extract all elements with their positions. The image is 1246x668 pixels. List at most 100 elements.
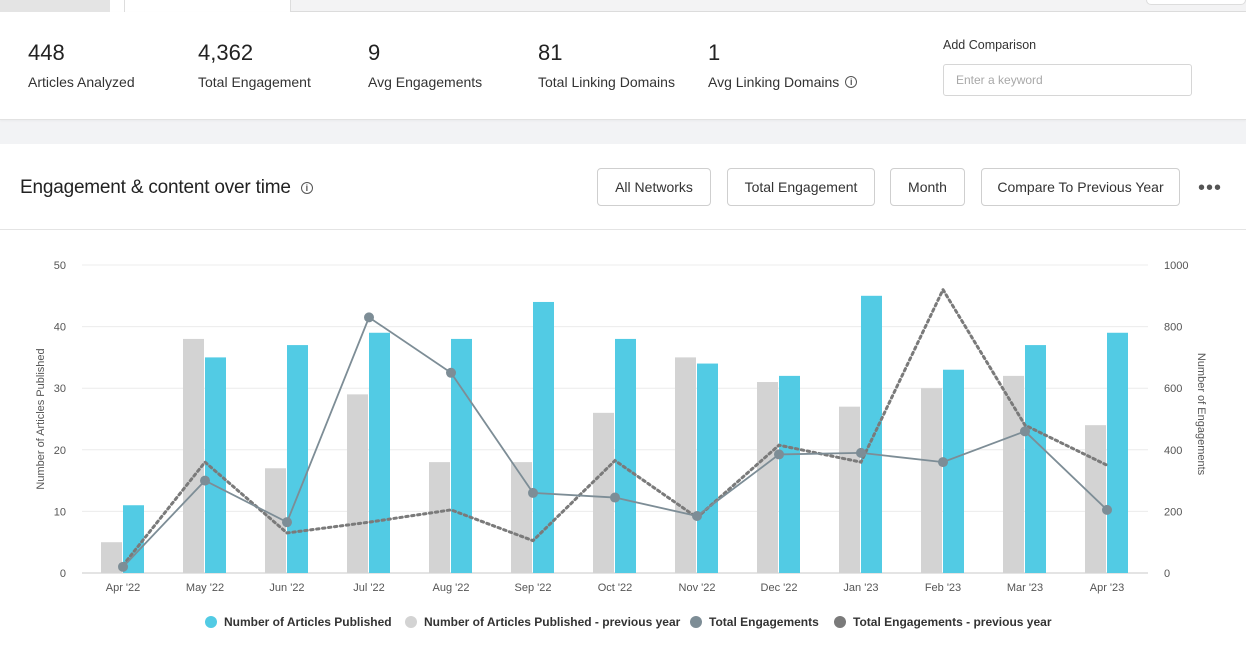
x-tick-label: Apr '22 bbox=[106, 582, 141, 594]
y-axis-title: Number of Articles Published bbox=[35, 348, 47, 489]
y-tick-label: 50 bbox=[54, 260, 66, 272]
bar-articles-published bbox=[287, 345, 308, 573]
stat-label: Avg Engagements bbox=[368, 74, 483, 90]
stat-value: 81 bbox=[538, 40, 563, 65]
bar-articles-previous-year bbox=[429, 462, 450, 573]
bar-articles-published bbox=[205, 357, 226, 573]
legend-marker bbox=[690, 616, 702, 628]
stat-value: 1 bbox=[708, 40, 721, 65]
bar-articles-published bbox=[779, 375, 800, 573]
bar-articles-previous-year bbox=[183, 338, 204, 573]
add-comparison: Add Comparison bbox=[943, 38, 1192, 96]
x-tick-label: Jan '23 bbox=[843, 582, 878, 594]
point-total-engagements bbox=[1102, 504, 1112, 515]
point-total-engagements bbox=[1020, 426, 1030, 437]
point-total-engagements bbox=[692, 511, 702, 522]
bar-articles-published bbox=[615, 338, 636, 573]
top-right-control[interactable] bbox=[1146, 0, 1246, 5]
x-tick-label: Jul '22 bbox=[353, 582, 384, 594]
y2-tick-label: 400 bbox=[1164, 445, 1182, 457]
top-tab-strip bbox=[0, 0, 1246, 12]
stat-avg-linking-domains: 1 Avg Linking Domains i bbox=[708, 40, 858, 90]
chart-title-text: Engagement & content over time bbox=[20, 177, 291, 198]
bar-articles-previous-year bbox=[101, 542, 122, 573]
point-total-engagements bbox=[610, 492, 620, 503]
chart-card-title: Engagement & content over time i bbox=[20, 177, 313, 199]
more-options-icon[interactable]: ••• bbox=[1198, 177, 1223, 199]
point-total-engagements bbox=[118, 561, 128, 572]
point-total-engagements bbox=[364, 312, 374, 323]
tab-bar-fill bbox=[291, 0, 1246, 12]
y-tick-label: 10 bbox=[54, 506, 66, 518]
bar-articles-published bbox=[369, 332, 390, 573]
bar-articles-previous-year bbox=[265, 468, 286, 573]
bar-articles-previous-year bbox=[757, 382, 778, 573]
add-comparison-label: Add Comparison bbox=[943, 38, 1037, 52]
bar-articles-previous-year bbox=[921, 388, 942, 573]
legend-label: Number of Articles Published bbox=[224, 615, 392, 629]
tab-previous[interactable] bbox=[0, 0, 110, 12]
stat-label: Avg Linking Domains bbox=[708, 74, 840, 90]
stat-value: 9 bbox=[368, 40, 381, 65]
x-tick-label: Jun '22 bbox=[269, 582, 304, 594]
x-tick-label: Oct '22 bbox=[598, 582, 633, 594]
legend-label: Number of Articles Published - previous … bbox=[424, 615, 681, 629]
point-total-engagements bbox=[528, 487, 538, 498]
comparison-keyword-input[interactable] bbox=[943, 64, 1192, 96]
stat-value: 4,362 bbox=[198, 40, 254, 65]
stat-avg-engagements: 9 Avg Engagements bbox=[368, 40, 482, 90]
compare-previous-year-button[interactable]: Compare To Previous Year bbox=[981, 168, 1180, 206]
bar-articles-previous-year bbox=[347, 394, 368, 573]
y2-tick-label: 800 bbox=[1164, 322, 1182, 334]
stat-label: Total Linking Domains bbox=[538, 74, 675, 90]
x-tick-label: Aug '22 bbox=[433, 582, 470, 594]
bar-articles-published bbox=[861, 295, 882, 573]
month-button[interactable]: Month bbox=[890, 168, 965, 206]
all-networks-button[interactable]: All Networks bbox=[597, 168, 711, 206]
x-tick-label: Feb '23 bbox=[925, 582, 961, 594]
bar-articles-previous-year bbox=[839, 406, 860, 573]
bar-articles-published bbox=[533, 301, 554, 573]
x-tick-label: Sep '22 bbox=[515, 582, 552, 594]
y2-axis-title: Number of Engagements bbox=[1195, 353, 1207, 476]
y2-tick-label: 1000 bbox=[1164, 260, 1188, 272]
total-engagement-button[interactable]: Total Engagement bbox=[727, 168, 875, 206]
y-tick-label: 0 bbox=[60, 568, 66, 580]
bar-articles-previous-year bbox=[1003, 375, 1024, 573]
legend-label: Total Engagements - previous year bbox=[853, 615, 1052, 629]
x-tick-label: May '22 bbox=[186, 582, 224, 594]
y-tick-label: 30 bbox=[54, 383, 66, 395]
stat-label: Total Engagement bbox=[198, 74, 311, 90]
stat-articles-analyzed: 448 Articles Analyzed bbox=[28, 40, 135, 90]
bar-articles-published bbox=[1025, 345, 1046, 573]
legend-label: Total Engagements bbox=[709, 615, 819, 629]
tab-active[interactable] bbox=[124, 0, 291, 12]
bar-articles-previous-year bbox=[593, 412, 614, 573]
bar-articles-published bbox=[123, 505, 144, 573]
engagement-content-chart: 0 10 20 30 40 50 0 200 400 600 800 1000 Number of Ar… bbox=[35, 260, 1207, 629]
x-tick-label: Nov '22 bbox=[679, 582, 716, 594]
x-tick-label: Apr '23 bbox=[1090, 582, 1125, 594]
stat-value: 448 bbox=[28, 40, 65, 65]
point-total-engagements bbox=[938, 457, 948, 468]
info-icon[interactable]: i bbox=[300, 182, 313, 194]
bar-articles-published bbox=[1107, 332, 1128, 573]
x-tick-label: Mar '23 bbox=[1007, 582, 1043, 594]
point-total-engagements bbox=[446, 367, 456, 378]
bar-articles-published bbox=[943, 369, 964, 573]
stat-total-linking-domains: 81 Total Linking Domains bbox=[538, 40, 675, 90]
x-tick-label: Dec '22 bbox=[761, 582, 798, 594]
y2-tick-label: 200 bbox=[1164, 506, 1182, 518]
bar-articles-previous-year bbox=[675, 357, 696, 573]
legend-marker bbox=[205, 616, 217, 628]
stats-panel: 448 Articles Analyzed 4,362 Total Engage… bbox=[0, 12, 1246, 120]
legend-marker bbox=[834, 616, 846, 628]
point-total-engagements bbox=[200, 475, 210, 486]
bar-articles-previous-year bbox=[511, 462, 532, 573]
legend-marker bbox=[405, 616, 417, 628]
point-total-engagements bbox=[282, 517, 292, 528]
line-engagements-previous-year bbox=[121, 286, 1109, 567]
stat-total-engagement: 4,362 Total Engagement bbox=[198, 40, 311, 90]
chart-card-header: Engagement & content over time i All Net… bbox=[0, 144, 1246, 230]
info-icon[interactable]: i bbox=[845, 76, 858, 88]
